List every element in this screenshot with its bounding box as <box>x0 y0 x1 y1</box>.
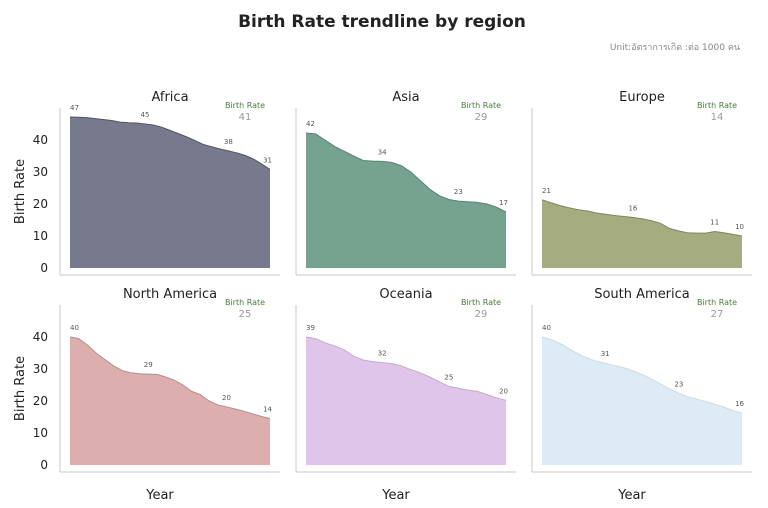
point-label-north-america: 14 <box>263 406 272 414</box>
x-axis-label: Year <box>145 488 174 503</box>
point-label-europe: 10 <box>735 223 744 231</box>
corner-label-north-america: Birth Rate <box>225 298 265 307</box>
corner-value-north-america: 25 <box>239 309 252 320</box>
panel-title-oceania: Oceania <box>379 287 432 302</box>
point-label-oceania: 20 <box>499 387 508 395</box>
y-tick-label: 0 <box>40 458 48 472</box>
panel-title-asia: Asia <box>392 90 419 105</box>
y-tick-label: 0 <box>40 261 48 275</box>
point-label-south-america: 40 <box>542 324 551 332</box>
point-label-africa: 45 <box>141 111 150 119</box>
area-north-america <box>70 337 270 465</box>
trend-line-oceania <box>305 336 507 401</box>
x-axis-label: Year <box>617 488 646 503</box>
point-label-europe: 21 <box>542 187 551 195</box>
point-label-europe: 16 <box>628 204 637 212</box>
corner-value-asia: 29 <box>475 112 488 123</box>
area-oceania <box>306 337 506 465</box>
point-label-asia: 34 <box>378 148 387 156</box>
trend-line-europe <box>541 199 743 237</box>
y-tick-label: 30 <box>33 165 48 179</box>
area-asia <box>306 133 506 268</box>
chart-title: Birth Rate trendline by region <box>238 12 526 32</box>
point-label-north-america: 29 <box>144 361 153 369</box>
area-europe <box>542 199 742 268</box>
unit-note: Unit:อัตราการเกิด :ต่อ 1000 คน <box>609 43 740 53</box>
y-tick-label: 30 <box>33 362 48 376</box>
point-label-oceania: 32 <box>378 350 387 358</box>
corner-value-africa: 41 <box>239 112 252 123</box>
y-tick-label: 10 <box>33 229 48 243</box>
point-label-north-america: 20 <box>222 394 231 402</box>
point-label-south-america: 23 <box>674 380 683 388</box>
corner-label-asia: Birth Rate <box>461 101 501 110</box>
panel-title-north-america: North America <box>123 287 217 302</box>
y-tick-label: 10 <box>33 426 48 440</box>
corner-value-south-america: 27 <box>711 309 724 320</box>
corner-label-south-america: Birth Rate <box>697 298 737 307</box>
y-tick-label: 20 <box>33 394 48 408</box>
panel-title-europe: Europe <box>619 90 665 105</box>
point-label-oceania: 39 <box>306 324 315 332</box>
panel-title-south-america: South America <box>594 287 690 302</box>
point-label-north-america: 40 <box>70 324 79 332</box>
corner-value-oceania: 29 <box>475 309 488 320</box>
x-axis-label: Year <box>381 488 410 503</box>
point-label-oceania: 25 <box>444 373 453 381</box>
trend-line-south-america <box>541 336 743 414</box>
trend-line-asia <box>305 132 507 213</box>
point-label-south-america: 16 <box>735 400 744 408</box>
corner-value-europe: 14 <box>711 112 724 123</box>
corner-label-oceania: Birth Rate <box>461 298 501 307</box>
y-tick-label: 40 <box>33 133 48 147</box>
point-label-asia: 42 <box>306 120 315 128</box>
area-south-america <box>542 337 742 465</box>
corner-label-africa: Birth Rate <box>225 101 265 110</box>
point-label-europe: 11 <box>710 219 719 227</box>
y-axis-label: Birth Rate <box>13 159 28 224</box>
y-tick-label: 20 <box>33 197 48 211</box>
corner-label-europe: Birth Rate <box>697 101 737 110</box>
point-label-south-america: 31 <box>601 350 610 358</box>
y-axis-label: Birth Rate <box>13 356 28 421</box>
panel-title-africa: Africa <box>151 90 188 105</box>
area-africa <box>70 117 270 268</box>
point-label-asia: 23 <box>454 188 463 196</box>
point-label-africa: 38 <box>224 138 233 146</box>
point-label-asia: 17 <box>499 199 508 207</box>
point-label-africa: 31 <box>263 156 272 164</box>
y-tick-label: 40 <box>33 330 48 344</box>
trend-line-north-america <box>69 336 271 420</box>
point-label-africa: 47 <box>70 104 79 112</box>
trend-line-africa <box>69 116 271 170</box>
